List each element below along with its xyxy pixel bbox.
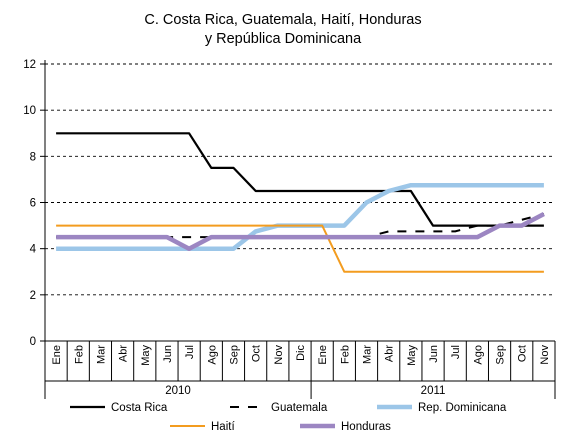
x-month-label: Jul [184, 345, 196, 359]
x-month-label: Abr [384, 345, 396, 362]
grid-lines [45, 63, 555, 296]
x-month-label: Ene [51, 345, 63, 365]
x-month-label: Sep [228, 345, 240, 365]
x-month-label: Mar [362, 345, 374, 364]
x-month-label: Jun [428, 345, 440, 363]
x-month-label: May [406, 345, 418, 366]
legend-label: Haití [211, 421, 235, 433]
x-month-label: Abr [118, 345, 130, 362]
x-month-label: Ago [472, 345, 484, 365]
y-tick-label: 12 [23, 59, 36, 71]
x-month-label: Jun [162, 345, 174, 363]
chart-subtitle: y República Dominicana [205, 31, 362, 47]
series-lines [56, 132, 545, 273]
x-month-label: Oct [251, 345, 263, 362]
y-tick-label: 6 [30, 198, 36, 210]
legend: Costa Rica Guatemala Rep. Dominicana Haití H… [70, 402, 507, 433]
x-month-label: Nov [273, 345, 285, 365]
x-month-label: Feb [339, 345, 351, 364]
series-line-hait [56, 224, 544, 273]
y-tick-label: 2 [30, 290, 36, 302]
x-month-label: Oct [517, 345, 529, 362]
legend-label: Rep. Dominicana [418, 402, 507, 414]
x-month-label: Nov [539, 345, 551, 365]
x-year-label: 2010 [165, 385, 191, 397]
x-month-label: Ene [317, 345, 329, 365]
y-tick-label: 10 [23, 105, 36, 117]
y-tick-label: 0 [30, 336, 36, 348]
x-month-label: Jul [450, 345, 462, 359]
x-month-label: Ago [206, 345, 218, 365]
x-month-label: Feb [73, 345, 85, 364]
y-tick-label: 4 [30, 244, 37, 256]
series-line-costa-rica [56, 132, 544, 227]
x-month-label: Sep [495, 345, 507, 365]
x-month-label: Mar [95, 345, 107, 364]
x-month-label: May [140, 345, 152, 366]
legend-label: Honduras [341, 421, 391, 433]
legend-label: Costa Rica [111, 402, 168, 414]
y-tick-label: 8 [30, 151, 36, 163]
axes: 0 2 4 6 8 10 12 Ene Feb Mar Abr May Jun Jul Ago Sep Oct N… [23, 59, 556, 399]
series-line-honduras [56, 212, 545, 251]
chart-title: C. Costa Rica, Guatemala, Haití, Hondura… [144, 12, 421, 28]
x-month-label: Dic [295, 345, 307, 361]
x-year-label: 2011 [421, 385, 446, 397]
legend-label: Guatemala [271, 402, 328, 414]
